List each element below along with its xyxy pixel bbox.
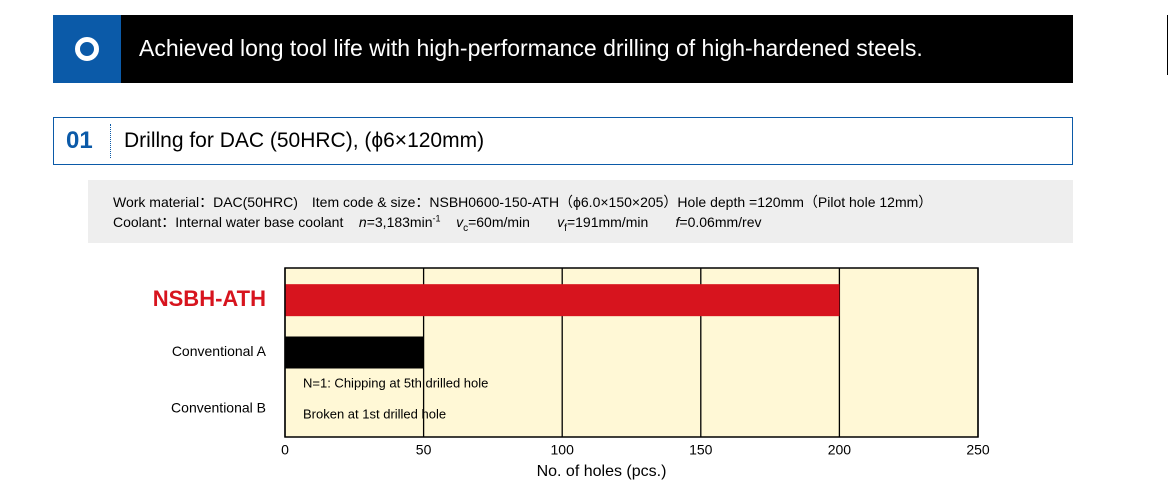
section-box: 01 Drillng for DAC (50HRC), (ϕ6×120mm) <box>53 117 1073 165</box>
section-number: 01 <box>66 127 93 154</box>
banner: Achieved long tool life with high-perfor… <box>53 15 1073 83</box>
x-axis-label: No. of holes (pcs.) <box>537 463 667 480</box>
symbol: n <box>358 214 367 230</box>
value: =191mm/min <box>566 214 649 230</box>
symbol: v <box>456 214 464 230</box>
subscript: f <box>564 222 567 234</box>
conditions-line: Work material：DAC(50HRC) Item code & siz… <box>113 194 933 210</box>
y-tick-label: Conventional B <box>171 400 266 416</box>
subscript: c <box>463 222 469 234</box>
y-tick-label: Conventional A <box>172 343 267 359</box>
annotation: Broken at 1st drilled hole <box>303 406 446 421</box>
x-tick-label: 0 <box>281 442 289 458</box>
x-tick-label: 50 <box>416 442 432 458</box>
section-title: Drillng for DAC (50HRC), (ϕ6×120mm) <box>124 129 485 152</box>
symbol: v <box>557 214 565 230</box>
conditions-box: Work material：DAC(50HRC) Item code & siz… <box>88 180 1073 243</box>
symbol: f <box>675 214 680 230</box>
x-tick-label: 150 <box>689 442 713 458</box>
value: =60m/min <box>468 214 530 230</box>
x-tick-label: 200 <box>828 442 852 458</box>
value: =0.06mm/rev <box>679 214 762 230</box>
x-tick-label: 100 <box>551 442 575 458</box>
y-tick-label: NSBH-ATH <box>153 286 266 311</box>
edge-line <box>1167 15 1168 75</box>
annotation: N=1: Chipping at 5th drilled hole <box>303 375 488 390</box>
separator <box>110 124 111 158</box>
icon-box <box>53 15 121 83</box>
bar <box>285 336 424 369</box>
banner-title: Achieved long tool life with high-perfor… <box>139 35 923 61</box>
ring-icon <box>75 37 99 61</box>
coolant: Coolant：Internal water base coolant <box>113 214 344 230</box>
x-tick-label: 250 <box>966 442 990 458</box>
exponent: -1 <box>432 213 441 224</box>
value: =3,183min <box>366 214 433 230</box>
bar <box>285 284 840 317</box>
plot-frame <box>284 267 979 438</box>
conditions-line: Coolant：Internal water base coolant n=3,… <box>113 212 762 234</box>
